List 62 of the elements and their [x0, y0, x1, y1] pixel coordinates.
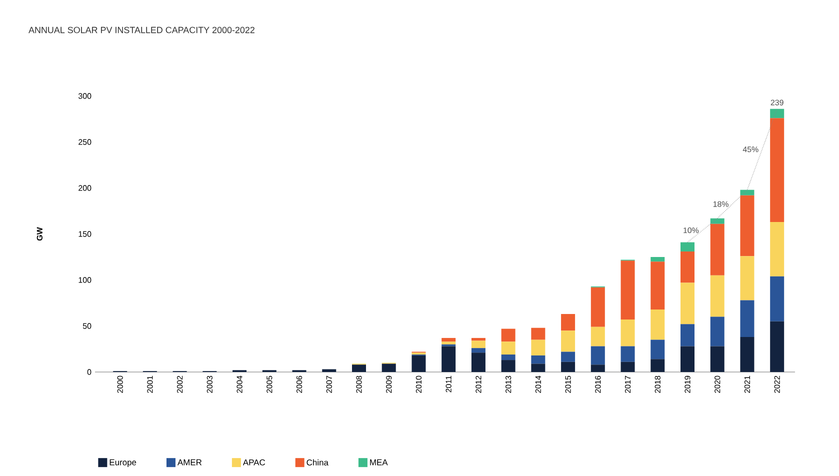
bar — [680, 242, 694, 252]
bar — [471, 352, 486, 372]
bar — [650, 309, 665, 340]
bar — [680, 251, 694, 283]
bar — [710, 218, 724, 224]
bar — [620, 362, 635, 372]
bar — [442, 342, 456, 344]
bar — [680, 282, 694, 324]
legend-label: AMER — [177, 459, 202, 466]
legend-label: APAC — [242, 459, 266, 466]
bar — [770, 222, 784, 276]
bar — [352, 364, 366, 372]
bar — [561, 352, 576, 362]
bar — [531, 355, 546, 364]
bar — [471, 338, 486, 341]
bar — [680, 346, 694, 372]
legend-label: Europe — [110, 459, 136, 467]
bar — [501, 328, 516, 342]
bar — [770, 108, 784, 118]
bar — [740, 195, 754, 256]
bar — [710, 346, 724, 372]
bar — [650, 359, 665, 372]
bar — [442, 346, 456, 372]
bar — [740, 256, 754, 300]
bar — [710, 316, 724, 346]
chart-title: ANNUAL SOLAR PV INSTALLED CAPACITY 2000-2022 — [28, 26, 254, 34]
bar — [561, 362, 576, 372]
bar — [561, 314, 576, 331]
bar — [740, 300, 754, 338]
bar — [680, 324, 694, 346]
bar — [590, 346, 605, 365]
bar — [650, 340, 665, 360]
bar — [710, 224, 724, 276]
legend-label: MEA — [370, 459, 388, 466]
legend-label: China — [306, 459, 328, 466]
bar — [501, 360, 516, 372]
bar — [471, 348, 486, 353]
bar — [770, 321, 784, 372]
bar — [531, 328, 546, 340]
bar — [650, 257, 665, 262]
bar — [531, 340, 546, 356]
bar — [382, 364, 396, 372]
bar — [590, 287, 605, 327]
bar — [740, 190, 754, 196]
bar — [590, 326, 605, 346]
bar — [770, 118, 784, 222]
bar — [740, 337, 754, 372]
bar — [442, 338, 456, 342]
bar — [770, 276, 784, 322]
bar — [710, 275, 724, 317]
bar — [620, 320, 635, 346]
bar — [501, 354, 516, 360]
bar — [620, 260, 635, 320]
bar — [620, 346, 635, 362]
bar — [590, 364, 605, 372]
bar — [322, 369, 336, 372]
bar — [650, 262, 665, 310]
bar — [501, 342, 516, 355]
bar — [471, 340, 486, 348]
bar — [412, 355, 426, 372]
bar — [531, 364, 546, 372]
bar — [561, 330, 576, 352]
